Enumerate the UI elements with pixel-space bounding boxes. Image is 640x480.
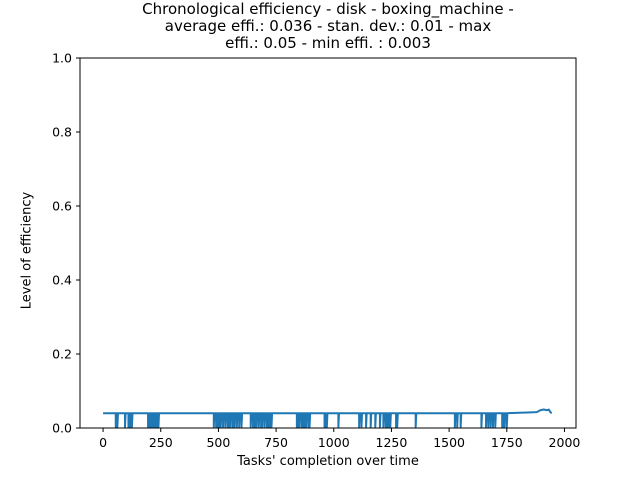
y-tick-label: 0.8 bbox=[52, 125, 72, 140]
x-tick-label: 1750 bbox=[491, 435, 523, 450]
x-ticks: 0 250 500 750 1000 1250 1500 1750 2000 bbox=[99, 428, 580, 450]
x-tick-label: 250 bbox=[149, 435, 173, 450]
x-tick-label: 2000 bbox=[549, 435, 581, 450]
x-tick-label: 1000 bbox=[318, 435, 350, 450]
series-layer bbox=[103, 408, 553, 428]
y-axis-label: Level of efficiency bbox=[19, 191, 35, 310]
axes-frame bbox=[79, 57, 577, 429]
y-tick-label: 0.4 bbox=[52, 273, 72, 288]
x-tick-label: 1500 bbox=[433, 435, 465, 450]
y-tick-label: 0.0 bbox=[52, 421, 72, 436]
x-tick-label: 500 bbox=[206, 435, 230, 450]
y-ticks: 0.0 0.2 0.4 0.6 0.8 1.0 bbox=[52, 51, 80, 436]
x-tick-label: 750 bbox=[264, 435, 288, 450]
x-tick-label: 1250 bbox=[376, 435, 408, 450]
y-tick-label: 0.2 bbox=[52, 347, 72, 362]
chart-title-line-3: effi.: 0.05 - min effi. : 0.003 bbox=[225, 34, 431, 52]
chart-title-line-1: Chronological efficiency - disk - boxing… bbox=[142, 0, 514, 18]
chart-title-line-2: average effi.: 0.036 - stan. dev.: 0.01 … bbox=[164, 17, 492, 35]
x-axis-label: Tasks' completion over time bbox=[237, 454, 419, 469]
series-line bbox=[103, 408, 553, 428]
x-tick-label: 0 bbox=[99, 435, 107, 450]
y-tick-label: 0.6 bbox=[52, 199, 72, 214]
y-tick-label: 1.0 bbox=[52, 51, 72, 66]
